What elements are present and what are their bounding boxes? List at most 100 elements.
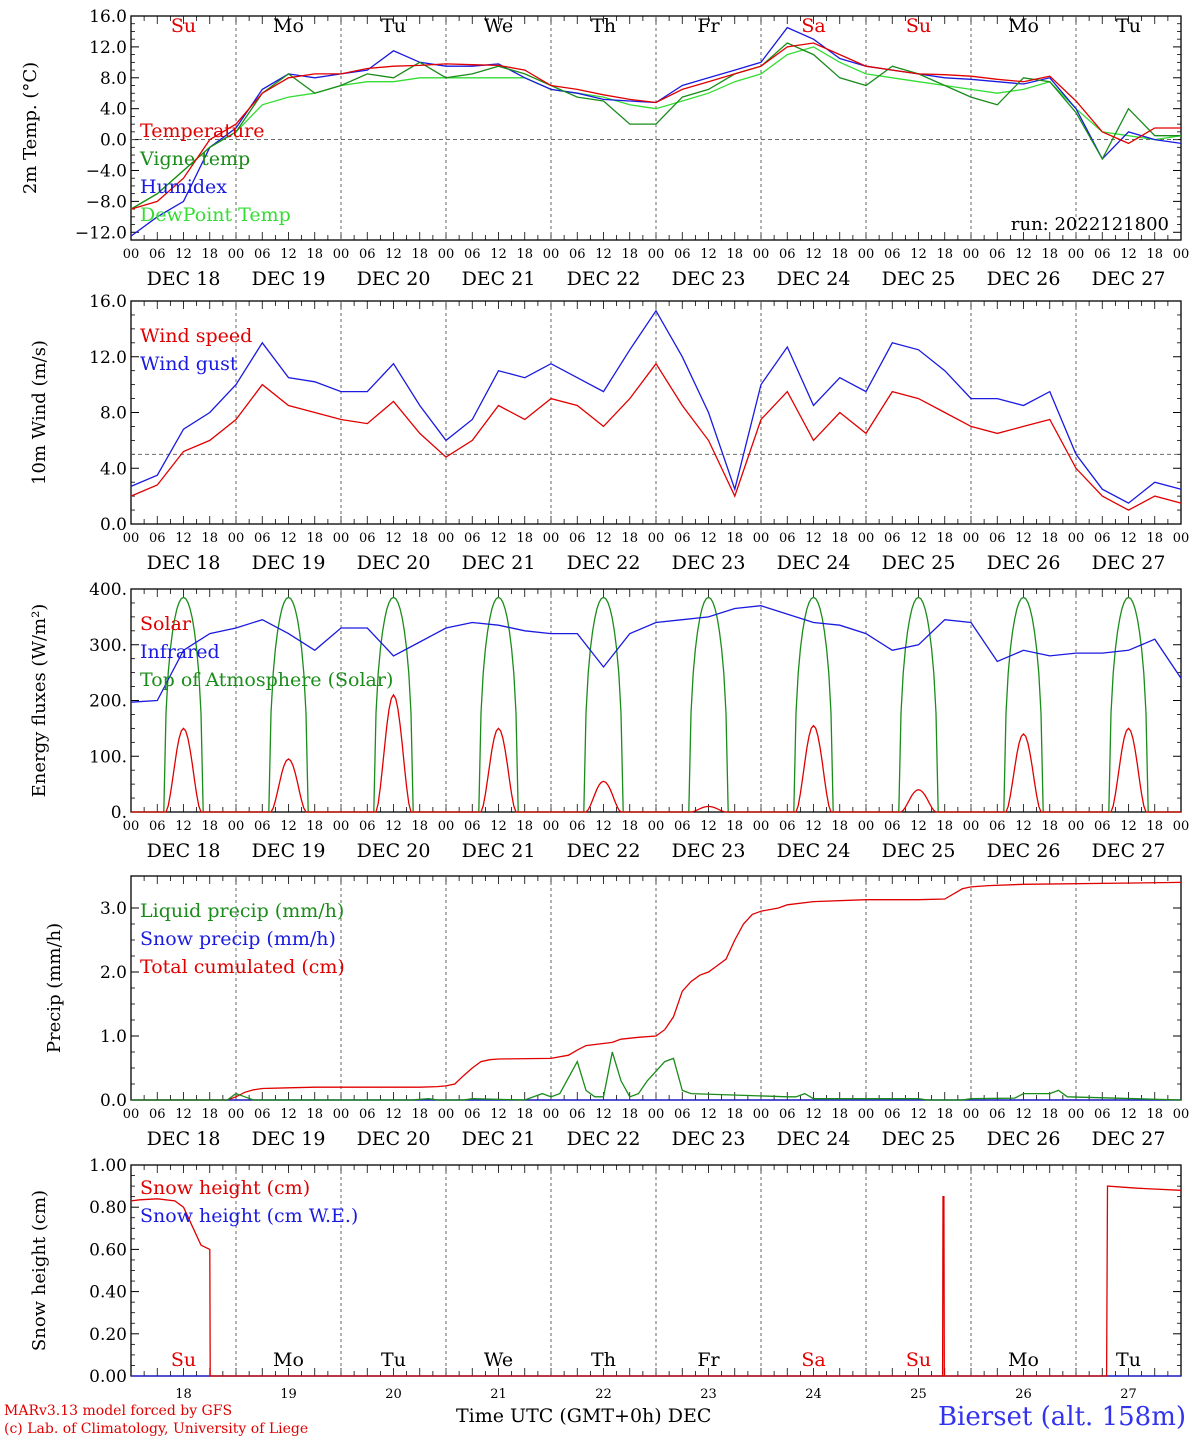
x-hour-tick-label: 12 [1120, 247, 1137, 262]
x-hour-tick-label: 18 [1146, 1107, 1163, 1122]
x-hour-tick-label: 00 [543, 1107, 560, 1122]
x-hour-tick-label: 06 [254, 1107, 271, 1122]
x-hour-tick-label: 06 [569, 1107, 586, 1122]
x-hour-tick-label: 06 [359, 819, 376, 834]
x-hour-tick-label: 06 [674, 819, 691, 834]
x-hour-tick-label: 18 [1146, 247, 1163, 262]
x-hour-tick-label: 12 [490, 247, 507, 262]
x-hour-tick-label: 00 [1068, 531, 1085, 546]
series-line-wind-gust [130, 309, 1182, 504]
legend-entry: Humidex [140, 176, 227, 198]
x-day-label: DEC 19 [252, 552, 326, 574]
x-hour-tick-label: 00 [543, 247, 560, 262]
x-hour-tick-label: 12 [175, 531, 192, 546]
x-hour-tick-label: 18 [936, 531, 953, 546]
x-hour-tick-label: 00 [228, 247, 245, 262]
x-hour-tick-label: 18 [306, 1107, 323, 1122]
series-line-total-cumulated-cm [131, 881, 1182, 1101]
y-axis-label: Snow height (cm) [29, 1190, 50, 1351]
x-hour-tick-label: 06 [674, 247, 691, 262]
x-day-label: DEC 18 [147, 840, 221, 862]
x-day-number-label: 23 [700, 1387, 717, 1402]
x-hour-tick-label: 06 [674, 1107, 691, 1122]
x-hour-tick-label: 00 [648, 819, 665, 834]
x-day-label: DEC 24 [777, 1128, 851, 1150]
x-day-number-label: 24 [805, 1387, 822, 1402]
x-day-label: DEC 21 [462, 840, 536, 862]
x-hour-tick-label: 18 [621, 1107, 638, 1122]
y-tick-label: −12.0 [75, 223, 127, 243]
x-day-label: DEC 21 [462, 552, 536, 574]
x-hour-tick-label: 06 [464, 1107, 481, 1122]
weekday-label: Mo [273, 15, 304, 37]
x-hour-tick-label: 12 [700, 819, 717, 834]
x-hour-tick-label: 06 [464, 819, 481, 834]
x-hour-tick-label: 00 [438, 247, 455, 262]
x-hour-tick-label: 18 [306, 819, 323, 834]
legend-entry: Snow precip (mm/h) [140, 928, 336, 950]
weekday-label: Su [171, 1349, 196, 1371]
x-hour-tick-label: 06 [464, 247, 481, 262]
x-hour-tick-label: 00 [333, 1107, 350, 1122]
x-hour-tick-label: 00 [123, 819, 140, 834]
y-tick-label: 16.0 [89, 7, 127, 27]
y-tick-label: 2.0 [100, 963, 127, 983]
x-hour-tick-label: 18 [1041, 531, 1058, 546]
x-hour-tick-label: 18 [936, 247, 953, 262]
y-tick-label: 16.0 [89, 292, 127, 312]
legend-entry: Solar [140, 613, 192, 635]
weekday-label: Mo [273, 1349, 304, 1371]
x-hour-tick-label: 12 [1015, 531, 1032, 546]
y-tick-label: 0.80 [89, 1198, 127, 1218]
x-hour-tick-label: 06 [1094, 247, 1111, 262]
x-hour-tick-label: 00 [753, 819, 770, 834]
x-hour-tick-label: 00 [228, 819, 245, 834]
x-hour-tick-label: 00 [438, 819, 455, 834]
y-tick-label: 3.0 [100, 899, 127, 919]
month-label: DEC [667, 1405, 712, 1427]
y-axis-label: 2m Temp. (°C) [20, 62, 41, 194]
x-hour-tick-label: 00 [1068, 819, 1085, 834]
series-line-vigne-temp [130, 42, 1181, 210]
x-hour-tick-label: 18 [936, 819, 953, 834]
weekday-label: Sa [801, 15, 825, 37]
x-day-label: DEC 27 [1092, 268, 1166, 290]
x-hour-tick-label: 06 [779, 531, 796, 546]
x-hour-tick-label: 18 [1146, 819, 1163, 834]
x-hour-tick-label: 18 [306, 531, 323, 546]
x-hour-tick-label: 06 [779, 819, 796, 834]
legend-entry: Wind speed [140, 325, 252, 347]
x-hour-tick-label: 00 [333, 247, 350, 262]
y-tick-label: 100. [89, 747, 127, 767]
x-day-number-label: 27 [1120, 1387, 1137, 1402]
x-day-label: DEC 24 [777, 840, 851, 862]
x-hour-tick-label: 18 [831, 819, 848, 834]
x-hour-tick-label: 00 [438, 1107, 455, 1122]
x-hour-tick-label: 12 [490, 531, 507, 546]
x-hour-tick-label: 00 [228, 1107, 245, 1122]
weekday-label: Fr [697, 1349, 720, 1371]
x-hour-tick-label: 00 [1173, 531, 1190, 546]
y-tick-label: 12.0 [89, 38, 127, 58]
x-day-label: DEC 20 [357, 268, 431, 290]
x-day-label: DEC 27 [1092, 1128, 1166, 1150]
x-hour-tick-label: 12 [700, 247, 717, 262]
x-hour-tick-label: 06 [464, 531, 481, 546]
time-label: Time UTC (GMT+0h) [456, 1405, 662, 1427]
x-hour-tick-label: 12 [385, 247, 402, 262]
x-hour-tick-label: 06 [989, 1107, 1006, 1122]
x-hour-tick-label: 18 [831, 531, 848, 546]
x-hour-tick-label: 00 [963, 1107, 980, 1122]
x-hour-tick-label: 18 [831, 247, 848, 262]
x-hour-tick-label: 12 [910, 819, 927, 834]
legend-entry: Snow height (cm W.E.) [140, 1205, 358, 1227]
series-line-infrared [130, 605, 1182, 703]
y-tick-label: 8.0 [100, 404, 127, 424]
x-day-label: DEC 23 [672, 840, 746, 862]
weekday-label: Mo [1008, 1349, 1039, 1371]
x-day-label: DEC 22 [567, 1128, 641, 1150]
x-hour-tick-label: 12 [490, 819, 507, 834]
x-day-label: DEC 22 [567, 552, 641, 574]
x-day-label: DEC 19 [252, 840, 326, 862]
